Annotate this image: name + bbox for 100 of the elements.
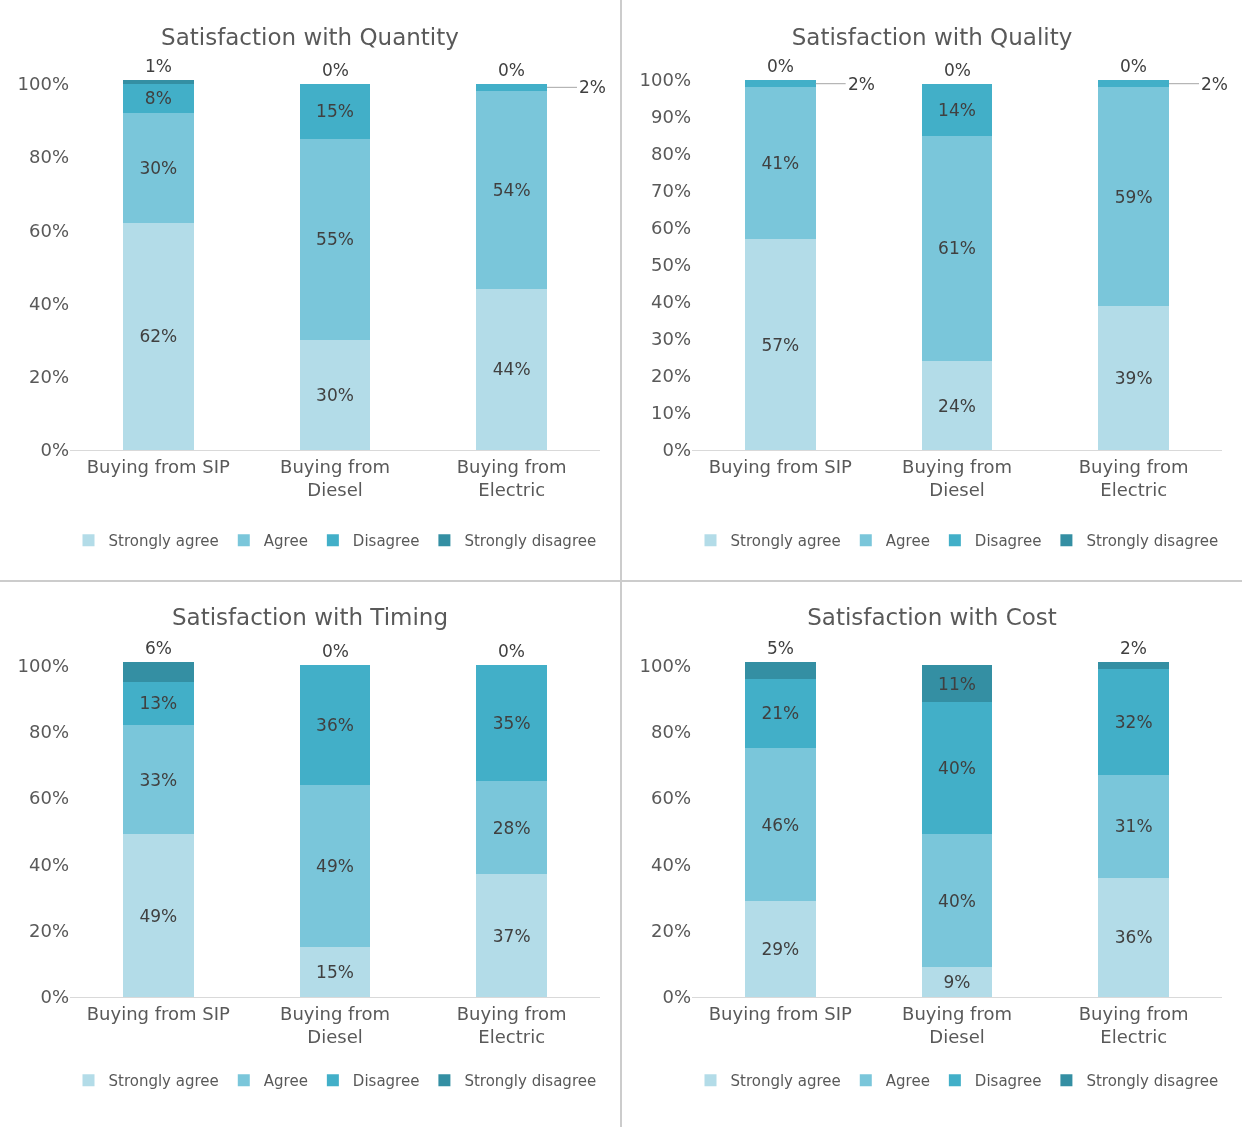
bar xyxy=(1098,80,1169,88)
bar xyxy=(921,701,993,835)
x-tick-label: Buying from SIP xyxy=(708,1002,853,1024)
bar xyxy=(921,361,993,450)
bar xyxy=(745,80,816,88)
data-label: 40% xyxy=(938,890,976,911)
bar xyxy=(921,967,993,997)
y-tick-label: 20% xyxy=(28,366,69,388)
bar xyxy=(1098,87,1169,306)
bar xyxy=(299,340,371,450)
bar xyxy=(745,748,816,901)
data-label: 59% xyxy=(1114,186,1153,207)
y-tick-label: 80% xyxy=(28,720,69,742)
x-tick-label: Buying from Electric xyxy=(456,455,567,500)
data-label: 28% xyxy=(492,817,531,838)
x-tick-label: Buying from Electric xyxy=(1078,455,1189,500)
bar xyxy=(1098,774,1169,878)
data-label: 54% xyxy=(492,179,531,200)
data-label: 13% xyxy=(139,693,178,714)
data-label: 39% xyxy=(1114,367,1153,388)
data-label: 0% xyxy=(498,60,525,80)
legend-label: Strongly disagree xyxy=(1086,532,1219,551)
legend-label: Strongly agree xyxy=(108,532,219,551)
y-tick-label: 100% xyxy=(17,654,69,676)
data-label: 15% xyxy=(316,101,354,122)
legend-label: Agree xyxy=(885,1072,930,1091)
data-label: 5% xyxy=(767,638,794,658)
bar xyxy=(745,239,816,450)
bar xyxy=(299,784,371,948)
x-tick-label: Buying from Electric xyxy=(1078,1002,1189,1047)
data-label: 49% xyxy=(139,905,178,926)
x-tick-label: Buying from Diesel xyxy=(902,1002,1012,1047)
data-label: 2% xyxy=(848,74,875,94)
data-label: 31% xyxy=(1114,816,1153,837)
y-tick-label: 70% xyxy=(650,180,691,202)
data-label: 36% xyxy=(1114,927,1153,948)
data-label: 0% xyxy=(498,641,525,661)
legend-label: Strongly disagree xyxy=(464,1072,597,1091)
legend-label: Agree xyxy=(263,532,308,551)
data-label: 0% xyxy=(944,60,971,80)
bar xyxy=(921,665,993,702)
bar xyxy=(299,947,371,997)
bar xyxy=(123,834,194,997)
data-label: 62% xyxy=(139,326,178,347)
legend-label: Disagree xyxy=(352,1072,420,1091)
bar xyxy=(1098,662,1169,669)
y-tick-label: 0% xyxy=(662,439,691,461)
y-tick-label: 50% xyxy=(650,254,691,276)
x-tick-label: Buying from Diesel xyxy=(902,455,1012,500)
bar xyxy=(745,900,816,997)
data-label: 2% xyxy=(1120,638,1147,658)
data-label: 29% xyxy=(761,938,800,959)
legend-label: Disagree xyxy=(974,532,1042,551)
data-label: 15% xyxy=(316,962,354,983)
y-tick-label: 0% xyxy=(40,986,69,1008)
data-label: 1% xyxy=(145,56,172,76)
bar xyxy=(745,678,816,749)
bar xyxy=(476,874,547,997)
bar xyxy=(299,138,371,341)
data-label: 55% xyxy=(316,229,354,250)
data-label: 41% xyxy=(761,153,800,174)
data-label: 32% xyxy=(1114,711,1153,732)
data-label: 0% xyxy=(322,60,349,80)
bar xyxy=(299,665,371,785)
data-label: 21% xyxy=(761,703,800,724)
y-tick-label: 10% xyxy=(650,402,691,424)
y-tick-label: 40% xyxy=(28,292,69,314)
x-tick-label: Buying from Diesel xyxy=(280,1002,390,1047)
data-label: 11% xyxy=(938,673,976,694)
bar xyxy=(1098,877,1169,997)
y-tick-label: 60% xyxy=(28,787,69,809)
bar xyxy=(476,288,547,450)
bar xyxy=(123,222,194,450)
bar xyxy=(476,83,547,91)
y-tick-label: 60% xyxy=(650,217,691,239)
data-label: 61% xyxy=(938,238,976,259)
legend-label: Strongly agree xyxy=(108,1072,219,1091)
bar xyxy=(476,665,547,782)
data-label: 14% xyxy=(938,99,976,120)
bar xyxy=(123,681,194,726)
bar xyxy=(1098,305,1169,450)
legend-label: Agree xyxy=(885,532,930,551)
legend-label: Strongly disagree xyxy=(1086,1072,1219,1091)
y-tick-label: 100% xyxy=(639,69,691,91)
bar xyxy=(476,90,547,289)
legend-label: Disagree xyxy=(352,532,420,551)
y-tick-label: 40% xyxy=(650,853,691,875)
y-tick-label: 20% xyxy=(28,919,69,941)
data-label: 9% xyxy=(943,972,971,993)
data-label: 46% xyxy=(761,814,800,835)
x-tick-label: Buying from SIP xyxy=(708,455,853,477)
y-tick-label: 80% xyxy=(28,146,69,168)
y-tick-label: 60% xyxy=(650,787,691,809)
y-tick-label: 40% xyxy=(28,853,69,875)
bar xyxy=(123,662,194,682)
y-tick-label: 40% xyxy=(650,291,691,313)
bar xyxy=(921,83,993,136)
bar xyxy=(745,87,816,240)
data-label: 49% xyxy=(316,855,354,876)
legend-label: Strongly disagree xyxy=(464,532,597,551)
